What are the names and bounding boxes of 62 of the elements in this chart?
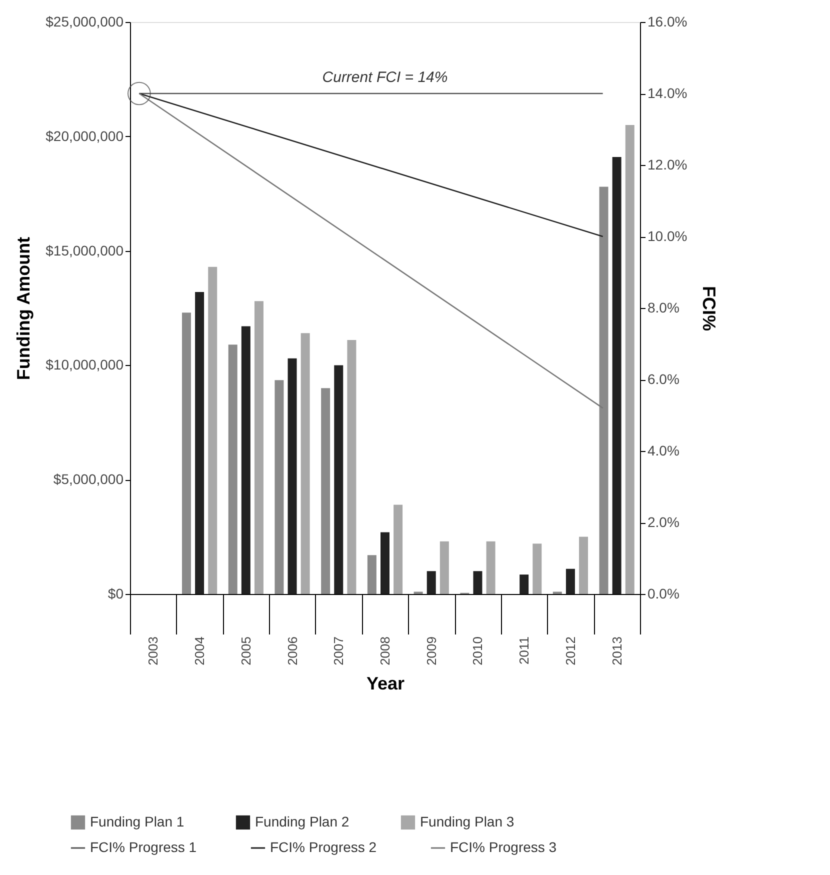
y-tick-label: $20,000,000 [46, 128, 124, 144]
bar [625, 124, 634, 594]
bar [288, 358, 297, 594]
bar [241, 326, 250, 594]
x-tick-label: 2009 [424, 636, 439, 666]
y2-tick-label: 4.0% [648, 442, 680, 458]
y2-tick-label: 14.0% [648, 85, 688, 101]
y-tick-label: $10,000,000 [46, 356, 124, 373]
bar [321, 388, 330, 594]
x-tick-label: 2012 [562, 636, 578, 666]
bar [182, 312, 191, 594]
bar [486, 541, 496, 594]
legend-label: FCI% Progress 3 [450, 839, 557, 855]
y2-tick-label: 10.0% [648, 228, 688, 244]
y2-tick-label: 2.0% [648, 514, 680, 530]
x-tick-label: 2011 [516, 636, 532, 664]
annotation: Current FCI = 14% [322, 69, 448, 86]
y2-axis-title: FCI% [699, 286, 720, 331]
bar [208, 266, 218, 594]
bar [394, 504, 403, 594]
bar [347, 340, 356, 594]
x-axis-title: Year [366, 673, 405, 694]
bar [440, 541, 449, 594]
bar [367, 555, 376, 594]
bar [599, 186, 608, 594]
bar [473, 571, 482, 594]
x-tick-label: 2008 [378, 636, 392, 666]
x-tick-label: 2007 [331, 636, 346, 666]
bar [566, 568, 575, 594]
bar [579, 536, 588, 594]
y2-tick-label: 0.0% [648, 586, 680, 602]
y-tick-label: $5,000,000 [53, 471, 124, 488]
bar [195, 292, 204, 594]
bar [228, 344, 238, 594]
y-tick-label: $0 [108, 586, 124, 602]
x-tick-label: 2004 [192, 636, 208, 666]
x-tick-label: 2010 [470, 636, 486, 666]
bar [426, 571, 436, 594]
bar [380, 532, 390, 594]
y2-tick-label: 12.0% [648, 156, 688, 172]
bar [274, 380, 284, 594]
y2-tick-label: 8.0% [648, 300, 680, 316]
x-tick-label: 2013 [609, 636, 624, 666]
bar [254, 301, 264, 594]
legend-label: Funding Plan 1 [90, 813, 184, 830]
x-tick-label: 2005 [238, 636, 254, 666]
x-tick-label: 2003 [146, 636, 161, 666]
bar [532, 544, 542, 594]
y-axis-title: Funding Amount [14, 236, 34, 380]
bar [520, 574, 529, 594]
y2-tick-label: 16.0% [648, 14, 688, 30]
bar [300, 333, 310, 594]
y2-tick-label: 6.0% [648, 371, 680, 387]
bar [612, 156, 622, 594]
legend-label: Funding Plan 3 [420, 813, 514, 830]
x-tick-label: 2006 [284, 636, 300, 666]
y-tick-label: $25,000,000 [46, 14, 124, 30]
bar [334, 365, 344, 594]
legend-label: FCI% Progress 1 [90, 839, 197, 855]
y-tick-label: $15,000,000 [46, 242, 124, 258]
legend-label: Funding Plan 2 [255, 813, 350, 830]
legend-label: FCI% Progress 2 [270, 839, 377, 855]
